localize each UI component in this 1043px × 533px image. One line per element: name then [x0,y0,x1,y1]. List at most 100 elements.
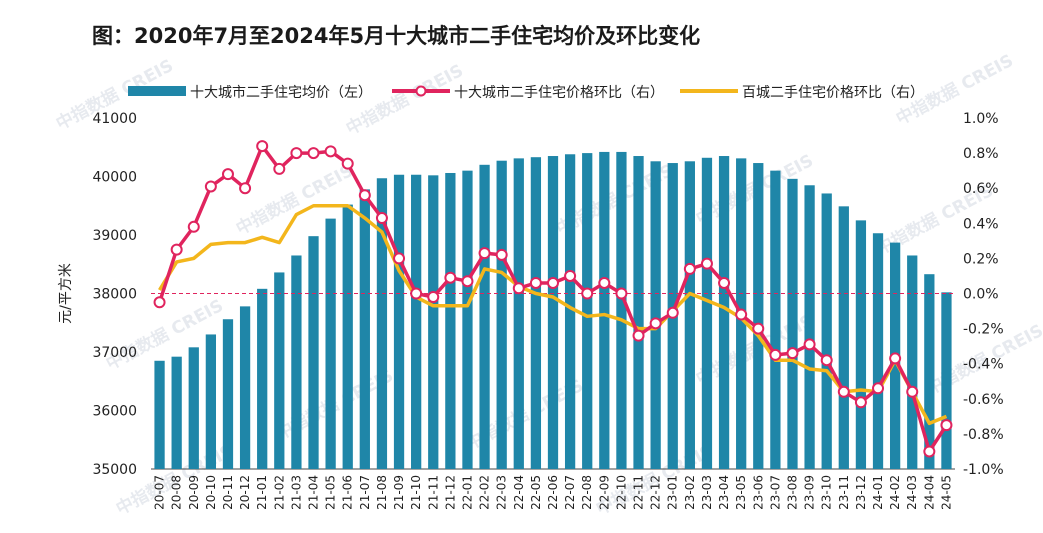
x-tick-label: 22-06 [546,475,560,510]
bar [924,274,935,469]
bar [496,160,507,469]
top10-ratio-point [307,147,320,160]
bar [376,178,388,469]
x-tick-label: 22-05 [529,475,543,510]
bar [804,185,815,469]
x-tick-label: 21-03 [289,475,303,510]
bar [650,161,661,470]
x-tick-label: 23-08 [785,475,799,510]
bar [547,156,559,469]
left-y-tick-label: 39000 [92,228,137,244]
bar [616,151,627,469]
top10-ratio-point [204,180,217,193]
bar [359,189,370,469]
bar [564,154,576,469]
line-series [153,140,953,458]
x-tick-label: 24-02 [888,475,902,510]
x-tick-label: 22-09 [597,475,611,510]
top10-ratio-point [547,276,559,289]
bar [239,306,251,469]
top10-ratio-point [358,189,371,202]
bar [753,163,764,470]
x-tick-label: 23-12 [854,475,868,510]
bar [530,157,542,469]
x-tick-label: 24-05 [939,475,953,510]
x-tick-label: 21-10 [409,475,423,510]
x-tick-label: 22-07 [563,475,577,510]
top10-ratio-point [803,338,816,351]
x-tick-label: 23-07 [768,475,782,510]
bar [428,175,439,469]
top10-ratio-point [444,271,457,284]
top10-ratio-point [461,275,474,288]
top10-ratio-point [273,162,286,175]
legend-marker-top10 [415,85,427,97]
top10-ratio-point [718,276,731,289]
x-tick-label: 20-11 [221,475,235,510]
x-tick-label: 24-03 [905,475,919,510]
x-tick-label: 21-06 [341,475,355,510]
x-tick-label: 22-01 [460,475,474,510]
top10-ratio-point [666,306,679,319]
top10-ratio-point [872,382,885,395]
top10-ratio-point [427,291,440,304]
x-tick-label: 23-06 [751,475,765,510]
top10-ratio-point [221,168,234,181]
bar [445,172,456,470]
top10-ratio-point [564,269,577,282]
bar [154,360,165,469]
x-tick-label: 21-09 [392,475,406,510]
top10-ratio-point [393,252,406,265]
top10-ratio-point [889,352,902,365]
bar [513,158,524,470]
x-tick-label: 20-09 [187,475,201,510]
left-y-tick-label: 37000 [92,345,137,361]
bar [308,236,319,469]
top10-ratio-point [341,157,354,170]
top10-ratio-point [324,145,337,158]
bar [257,288,268,469]
bar [821,193,832,469]
x-tick-label: 23-04 [717,475,731,510]
x-axis-ticks: 20-07 20-08 20-09 20-10 20-11 20-12 21-01 21-02… [153,475,954,510]
right-y-tick-label: 0.4% [963,216,999,232]
bar [941,292,952,469]
x-tick-label: 23-05 [734,475,748,510]
left-y-tick-label: 41000 [92,111,137,127]
right-y-tick-label: -0.8% [963,427,1004,443]
top10-ratio-point [495,248,508,261]
x-tick-label: 23-02 [683,475,697,510]
top10-ratio-point [649,317,662,330]
top10-ratio-point [512,282,525,295]
bar [393,174,405,469]
bar [633,156,644,469]
bar [274,272,285,469]
top10-ratio-point [256,140,269,153]
bar [171,356,182,469]
left-y-tick-label: 40000 [92,170,137,186]
top10-ratio-point [683,262,696,275]
x-tick-label: 21-05 [324,475,338,510]
left-y-tick-label: 36000 [92,404,137,420]
bar [599,151,610,469]
x-tick-label: 21-02 [272,475,286,510]
top10-ratio-point [170,243,183,256]
right-y-tick-label: 0.6% [963,181,999,197]
bar [907,255,918,469]
right-y-tick-label: -1.0% [963,462,1004,478]
x-tick-label: 21-11 [426,475,440,510]
x-tick-label: 20-08 [170,475,184,510]
top10-ratio-point [239,182,252,195]
top10-ratio-point [752,322,765,335]
bar [205,334,217,469]
x-tick-label: 20-07 [153,475,167,510]
x-tick-label: 23-11 [837,475,851,510]
x-tick-label: 22-08 [580,475,594,510]
x-tick-label: 24-01 [871,475,885,510]
x-tick-label: 23-10 [820,475,834,510]
top10-ratio-point [598,276,611,289]
legend-label-top10: 十大城市二手住宅价格环比（右） [454,84,664,101]
top10-ratio-point [375,212,388,225]
bar [462,170,473,469]
top10-ratio-point [290,147,303,160]
